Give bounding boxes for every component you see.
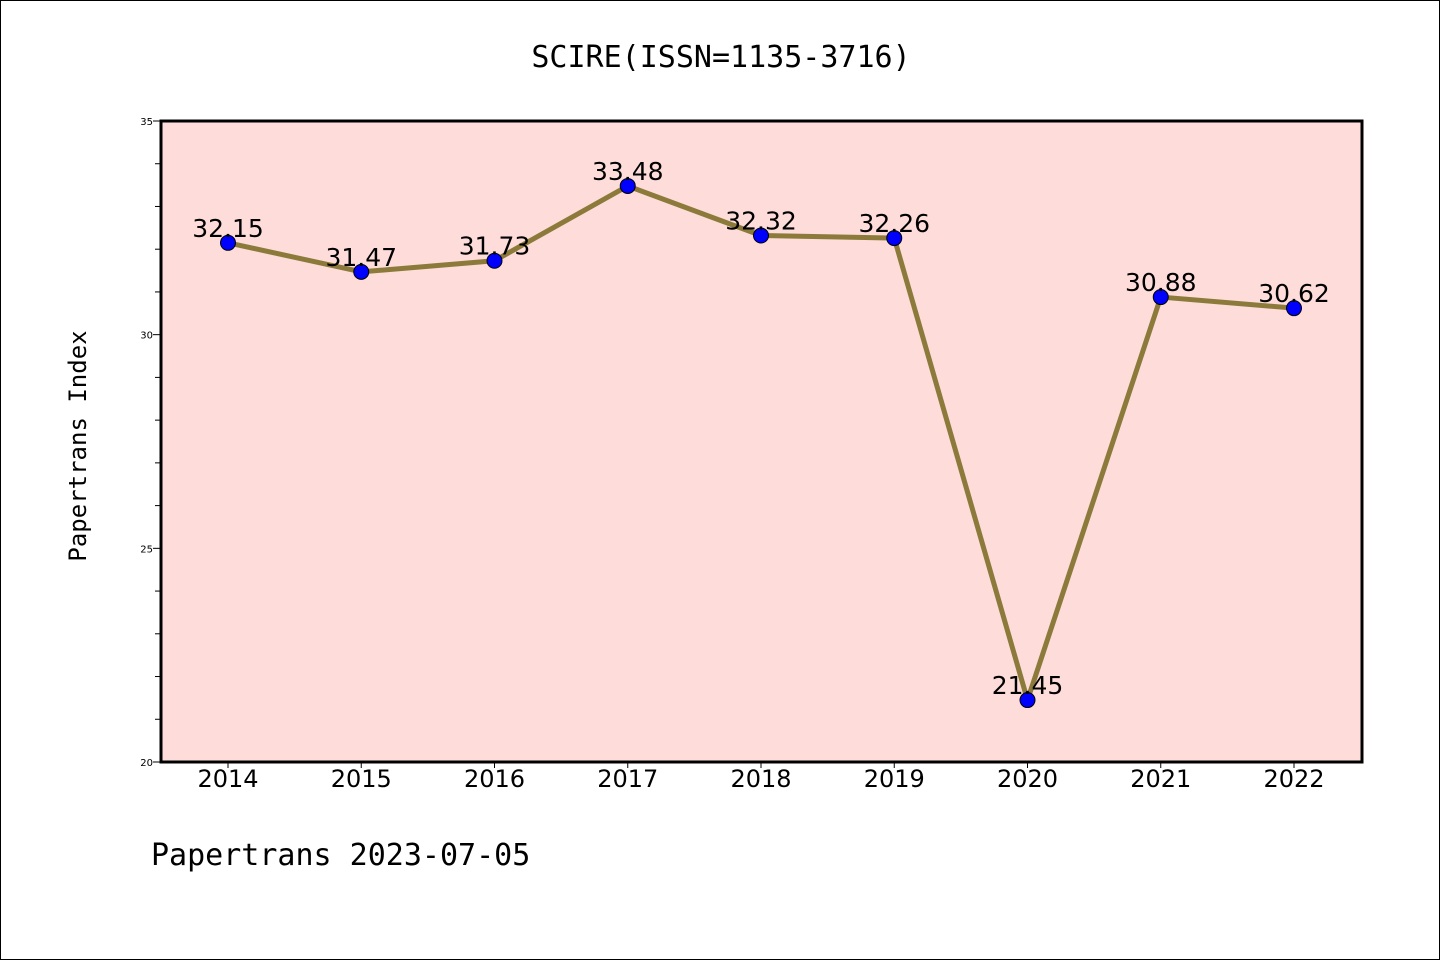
data-label: 32.15 [192,214,264,243]
x-tick-label: 2016 [464,765,525,793]
x-tick-label: 2018 [730,765,791,793]
data-label: 21.45 [992,671,1064,700]
footer-text: Papertrans 2023-07-05 [151,838,530,873]
y-tick-label: 35 [140,117,153,128]
x-tick-label: 2017 [597,765,658,793]
x-tick-label: 2020 [997,765,1058,793]
y-axis-ticks: 20 25 30 35 [140,117,161,769]
x-tick-label: 2022 [1263,765,1324,793]
x-tick-label: 2021 [1130,765,1191,793]
data-point [886,230,903,247]
data-point [353,263,370,280]
x-axis-ticks: 2014 2015 2016 2017 2018 2019 2020 2021 2022 [197,762,1325,793]
data-label: 30.62 [1258,279,1330,308]
data-point [1019,692,1036,709]
data-points [220,177,1302,709]
data-point [1152,289,1169,306]
x-tick-label: 2015 [331,765,392,793]
x-tick-label: 2019 [864,765,925,793]
plot-border [159,119,1364,764]
data-labels: 32.15 31.47 31.73 33.48 32.32 32.26 21.45 30.88… [192,157,1330,700]
data-label: 32.32 [725,207,797,236]
y-tick-label: 25 [140,544,153,555]
data-label: 31.73 [459,232,531,261]
x-tick-label: 2014 [197,765,258,793]
y-axis-label: Papertrans Index [64,330,92,561]
y-tick-label: 30 [140,331,153,342]
chart-title: SCIRE(ISSN=1135-3716) [531,40,910,75]
y-tick-label: 20 [140,758,153,769]
data-label: 30.88 [1125,268,1197,297]
data-label: 33.48 [592,157,664,186]
data-label: 32.26 [858,209,930,238]
data-point [619,177,636,194]
data-point [753,227,769,244]
data-label: 31.47 [325,243,397,272]
data-point [220,234,236,251]
data-point [486,252,503,269]
data-point [1286,300,1302,317]
